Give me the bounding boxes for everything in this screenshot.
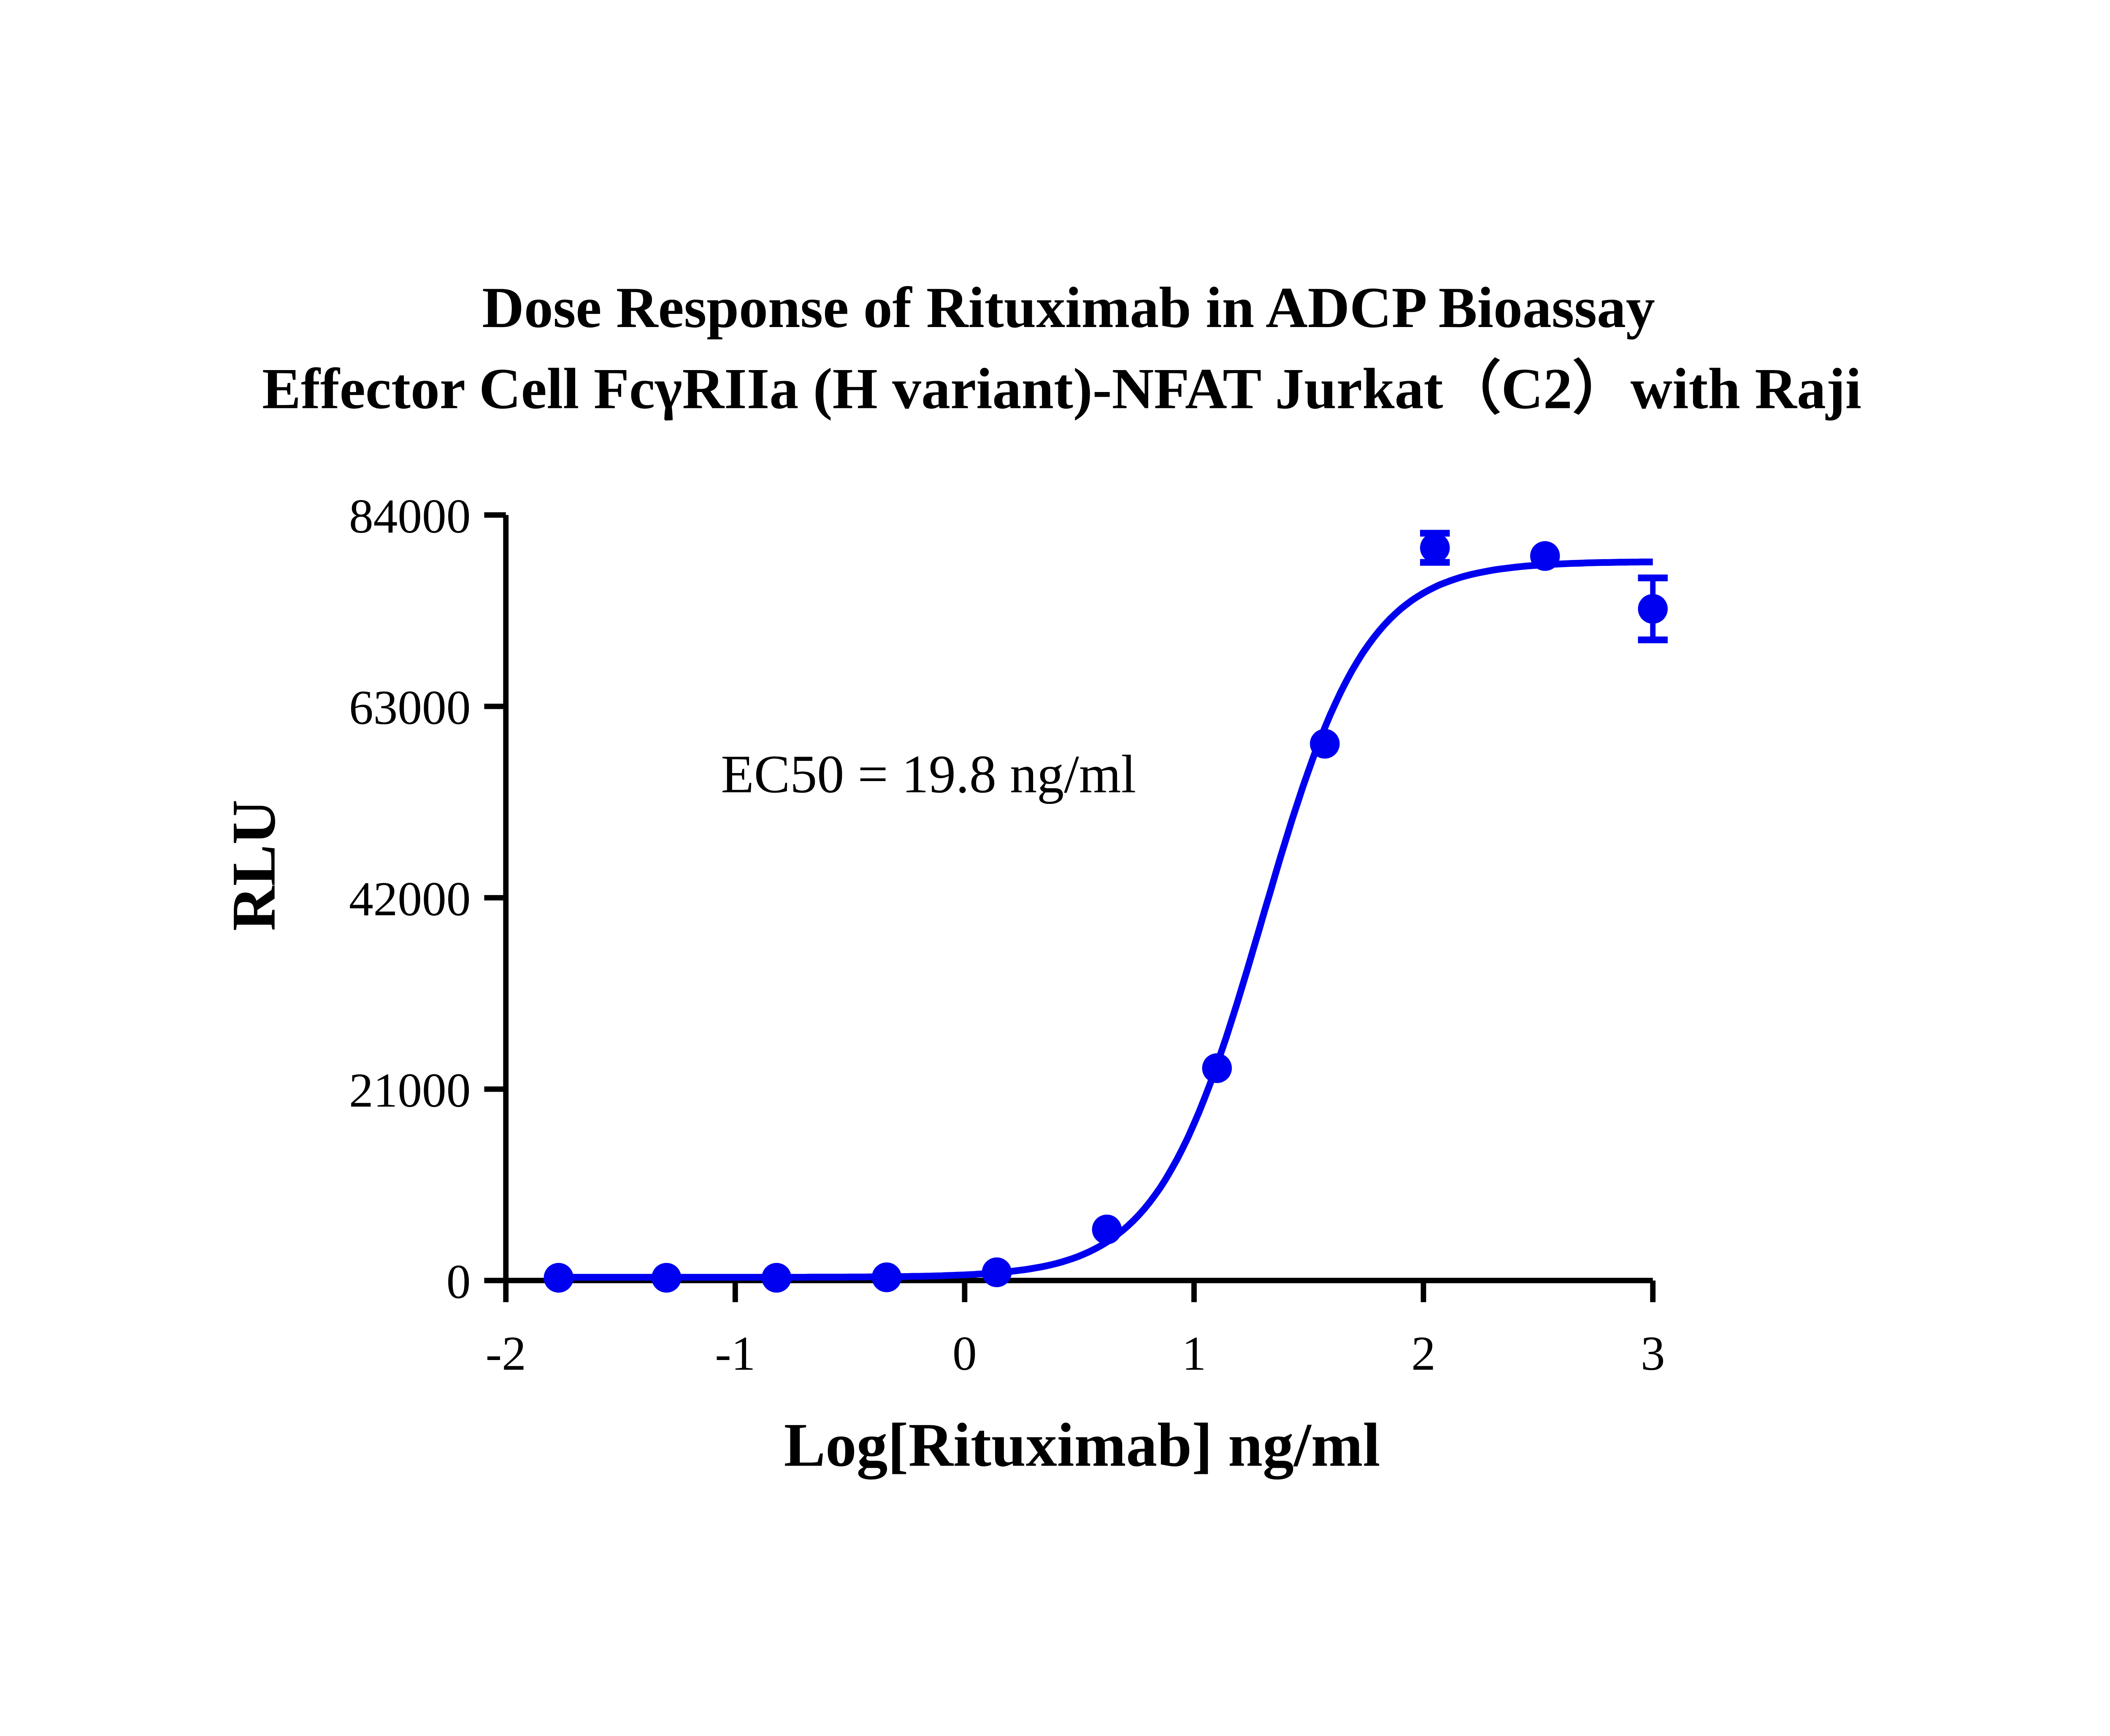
x-tick-label: 3 bbox=[1641, 1326, 1665, 1380]
data-point bbox=[871, 1262, 902, 1293]
data-point bbox=[1310, 729, 1340, 759]
y-tick-label: 0 bbox=[446, 1255, 471, 1309]
chart-title: Dose Response of Rituximab in ADCP Bioas… bbox=[482, 275, 1655, 340]
chart-subtitle: Effector Cell FcγRIIa (H variant)-NFAT J… bbox=[262, 356, 1861, 421]
y-axis-label: RLU bbox=[219, 800, 288, 931]
data-point bbox=[1202, 1053, 1232, 1083]
data-point bbox=[1092, 1214, 1122, 1244]
data-point bbox=[761, 1263, 792, 1293]
x-tick-label: 0 bbox=[952, 1326, 977, 1380]
data-point bbox=[982, 1257, 1012, 1287]
data-point bbox=[1530, 541, 1560, 571]
data-point bbox=[544, 1263, 573, 1293]
fit-curve bbox=[558, 558, 1653, 1281]
x-tick-label: -1 bbox=[715, 1326, 755, 1380]
data-point bbox=[1638, 594, 1668, 624]
x-tick-label: 1 bbox=[1182, 1326, 1206, 1380]
x-tick-label: -2 bbox=[486, 1326, 526, 1380]
x-tick-label: 2 bbox=[1411, 1326, 1436, 1380]
x-axis-label: Log[Rituximab] ng/ml bbox=[784, 1411, 1380, 1480]
y-tick-label: 84000 bbox=[349, 489, 471, 543]
data-point bbox=[651, 1263, 682, 1293]
y-tick-label: 63000 bbox=[349, 681, 471, 735]
data-marks bbox=[544, 530, 1668, 1293]
axes: -2 -1 0 1 2 3 0 21000 42000 63000 84000 bbox=[349, 489, 1665, 1380]
y-tick-label: 42000 bbox=[349, 872, 471, 926]
y-tick-label: 21000 bbox=[349, 1063, 471, 1117]
ec50-annotation: EC50 = 19.8 ng/ml bbox=[721, 744, 1136, 804]
data-point bbox=[1420, 533, 1450, 563]
